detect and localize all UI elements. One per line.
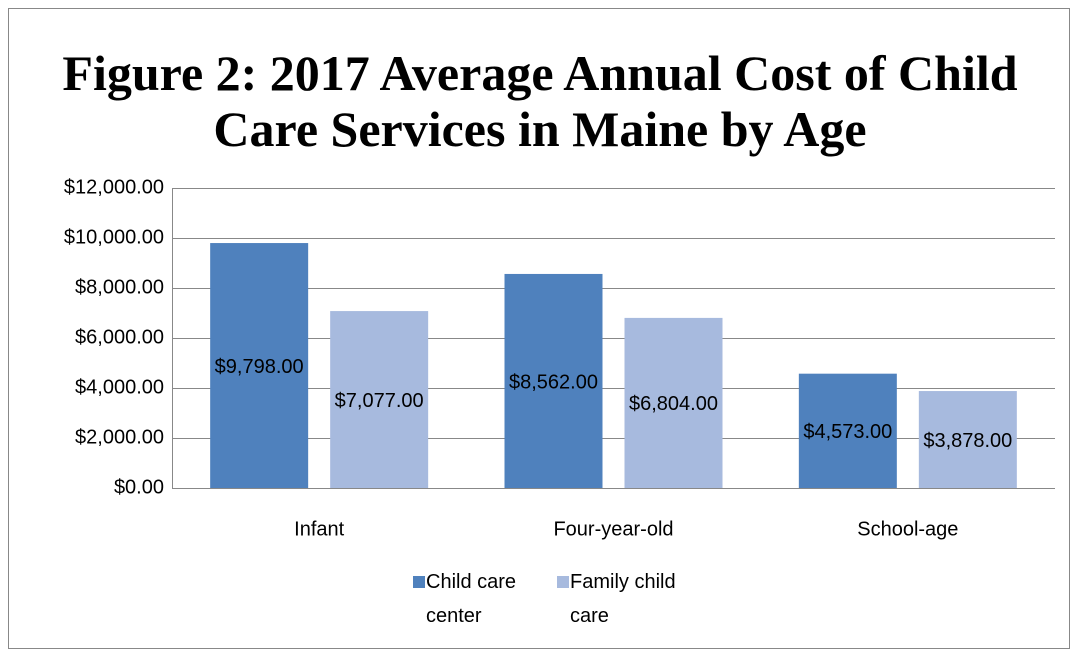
data-label: $6,804.00 xyxy=(629,393,718,415)
chart-border xyxy=(8,8,1070,649)
bar xyxy=(210,243,309,488)
legend-label: Family child care xyxy=(570,571,676,627)
bar xyxy=(918,391,1017,488)
y-tick-label: $2,000.00 xyxy=(75,426,164,448)
y-tick-label: $8,000.00 xyxy=(75,276,164,298)
legend-swatch xyxy=(557,576,569,588)
data-label: $3,878.00 xyxy=(923,430,1012,452)
legend-swatch xyxy=(413,576,425,588)
y-tick-label: $6,000.00 xyxy=(75,326,164,348)
y-tick-label: $0.00 xyxy=(114,476,164,498)
x-tick-label: School-age xyxy=(857,518,958,540)
legend-label: Child care center xyxy=(426,571,517,627)
bar xyxy=(330,311,429,488)
data-label: $4,573.00 xyxy=(803,421,892,443)
data-label: $8,562.00 xyxy=(509,371,598,393)
bar xyxy=(798,373,897,488)
bar xyxy=(504,273,603,488)
x-tick-label: Four-year-old xyxy=(553,518,673,540)
y-tick-label: $4,000.00 xyxy=(75,376,164,398)
chart-title: Figure 2: 2017 Average Annual Cost of Ch… xyxy=(62,45,1018,157)
bar xyxy=(624,317,723,488)
y-tick-label: $10,000.00 xyxy=(64,226,164,248)
y-tick-label: $12,000.00 xyxy=(64,176,164,198)
data-label: $9,798.00 xyxy=(215,356,304,378)
x-tick-label: Infant xyxy=(294,518,344,540)
data-label: $7,077.00 xyxy=(335,390,424,412)
